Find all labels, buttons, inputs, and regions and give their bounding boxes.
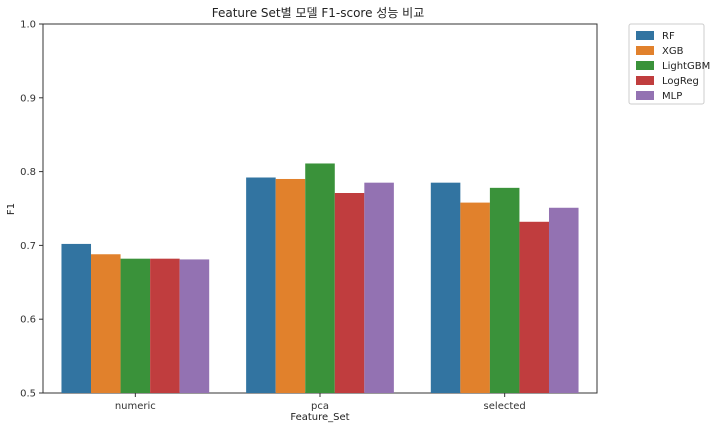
- y-tick-label: 0.6: [20, 315, 36, 326]
- bar-logreg-selected: [519, 221, 549, 393]
- y-tick-label: 0.7: [20, 241, 36, 252]
- bar-rf-numeric: [61, 243, 92, 393]
- y-axis: 0.5 0.6 0.7 0.8 0.9 1.0: [20, 20, 43, 400]
- x-tick-label-numeric: numeric: [115, 401, 156, 412]
- legend: RF XGB LightGBM LogReg MLP: [628, 23, 710, 105]
- x-tick-label-selected: selected: [484, 401, 526, 412]
- bar-rf-pca: [246, 177, 276, 393]
- bar-mlp-pca: [364, 182, 394, 393]
- x-tick-label-pca: pca: [311, 401, 329, 412]
- legend-swatch-rf: [636, 31, 654, 40]
- legend-swatch-mlp: [636, 91, 654, 100]
- bar-lightgbm-pca: [305, 163, 335, 393]
- y-tick-label: 1.0: [20, 20, 36, 31]
- legend-label-xgb: XGB: [662, 46, 684, 57]
- bar-logreg-numeric: [150, 258, 180, 393]
- x-axis: numeric pca selected: [115, 393, 526, 412]
- y-tick-label: 0.5: [20, 389, 36, 400]
- y-tick-label: 0.8: [20, 167, 36, 178]
- bar-xgb-selected: [460, 202, 490, 393]
- bar-xgb-numeric: [91, 254, 121, 393]
- legend-label-rf: RF: [662, 31, 675, 42]
- y-tick-label: 0.9: [20, 93, 36, 104]
- bar-xgb-pca: [275, 178, 306, 393]
- bar-lightgbm-selected: [489, 187, 520, 393]
- y-axis-label: F1: [6, 203, 17, 215]
- bar-mlp-selected: [548, 207, 579, 393]
- legend-label-lightgbm: LightGBM: [662, 61, 710, 72]
- bar-lightgbm-numeric: [120, 258, 151, 393]
- bar-mlp-numeric: [179, 259, 210, 393]
- legend-label-logreg: LogReg: [662, 76, 699, 87]
- bar-logreg-pca: [334, 193, 365, 393]
- bar-rf-selected: [430, 182, 461, 393]
- legend-swatch-lightgbm: [636, 61, 654, 70]
- legend-label-mlp: MLP: [662, 91, 682, 102]
- chart-title: Feature Set별 모델 F1-score 성능 비교: [212, 6, 425, 20]
- legend-swatch-xgb: [636, 46, 654, 55]
- bars-group: [61, 163, 579, 393]
- x-axis-label: Feature_Set: [290, 412, 349, 423]
- legend-swatch-logreg: [636, 76, 654, 85]
